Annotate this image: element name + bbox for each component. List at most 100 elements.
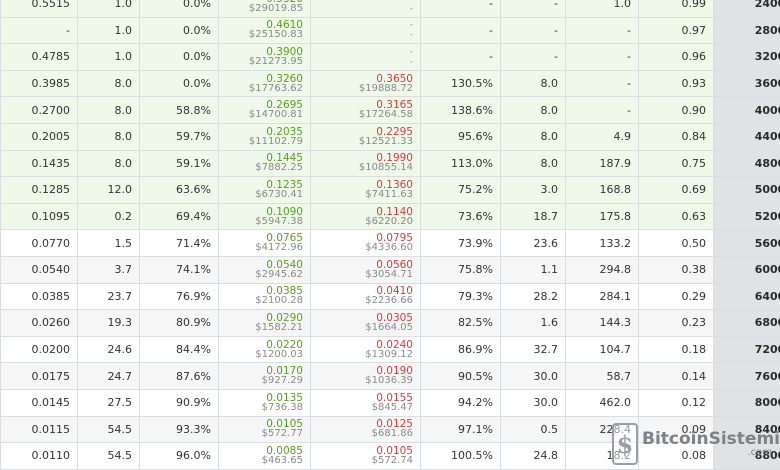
table-row[interactable]: 0.1285 12.0 63.6% 0.1235 $6730.41 0.1360 $7411… bbox=[0, 176, 780, 204]
table-row[interactable]: 0.0145 27.5 90.9% 0.0135 $736.38 0.0155 $845.4… bbox=[0, 388, 780, 417]
ask-cell[interactable]: 0.0560 $3054.71 bbox=[310, 255, 421, 284]
size-cell[interactable]: 1.0 bbox=[77, 16, 140, 45]
open-interest-cell[interactable]: 1.0 bbox=[565, 0, 639, 18]
strike-cell[interactable]: 72000 bbox=[713, 335, 780, 364]
mark-price-cell[interactable]: 0.1095 bbox=[0, 202, 78, 231]
size-cell[interactable]: 24.6 bbox=[77, 335, 140, 364]
table-row[interactable]: 0.0110 54.5 96.0% 0.0085 $463.65 0.0105 $572.7… bbox=[0, 442, 780, 470]
iv-cell[interactable]: 58.8% bbox=[139, 96, 219, 124]
size-cell[interactable]: 19.3 bbox=[77, 309, 140, 337]
mark-price-cell[interactable]: 0.2005 bbox=[0, 122, 78, 151]
open-interest-cell[interactable]: 18.2 bbox=[565, 442, 639, 470]
ask-size-cell[interactable]: 28.2 bbox=[500, 282, 566, 311]
ask-size-cell[interactable]: 8.0 bbox=[500, 149, 566, 178]
mark-price-cell[interactable]: 0.0110 bbox=[0, 442, 78, 470]
bid-cell[interactable]: 0.0220 $1200.03 bbox=[218, 335, 311, 364]
ask-iv-cell[interactable]: 113.0% bbox=[420, 149, 501, 178]
delta-cell[interactable]: 0.90 bbox=[638, 96, 714, 124]
ask-iv-cell[interactable]: 73.9% bbox=[420, 229, 501, 257]
table-row[interactable]: 0.2005 8.0 59.7% 0.2035 $11102.79 0.2295 $1252… bbox=[0, 122, 780, 151]
bid-cell[interactable]: 0.0170 $927.29 bbox=[218, 362, 311, 390]
table-row[interactable]: 0.3985 8.0 0.0% 0.3260 $17763.62 0.3650 $19888… bbox=[0, 69, 780, 98]
table-row[interactable]: 0.2700 8.0 58.8% 0.2695 $14700.81 0.3165 $1726… bbox=[0, 96, 780, 124]
ask-cell[interactable]: 0.1360 $7411.63 bbox=[310, 176, 421, 204]
ask-size-cell[interactable]: 0.5 bbox=[500, 415, 566, 444]
ask-cell[interactable]: 0.0305 $1664.05 bbox=[310, 309, 421, 337]
ask-iv-cell[interactable]: 95.6% bbox=[420, 122, 501, 151]
ask-cell[interactable]: 0.0105 $572.74 bbox=[310, 442, 421, 470]
ask-size-cell[interactable]: 23.6 bbox=[500, 229, 566, 257]
ask-size-cell[interactable]: - bbox=[500, 0, 566, 18]
mark-price-cell[interactable]: 0.1435 bbox=[0, 149, 78, 178]
ask-cell[interactable]: 0.0240 $1309.12 bbox=[310, 335, 421, 364]
ask-iv-cell[interactable]: 97.1% bbox=[420, 415, 501, 444]
mark-price-cell[interactable]: 0.0770 bbox=[0, 229, 78, 257]
ask-size-cell[interactable]: 8.0 bbox=[500, 122, 566, 151]
ask-cell[interactable]: -- bbox=[310, 0, 421, 18]
open-interest-cell[interactable]: 187.9 bbox=[565, 149, 639, 178]
iv-cell[interactable]: 0.0% bbox=[139, 43, 219, 71]
delta-cell[interactable]: 0.99 bbox=[638, 0, 714, 18]
mark-price-cell[interactable]: - bbox=[0, 16, 78, 45]
mark-price-cell[interactable]: 0.0200 bbox=[0, 335, 78, 364]
ask-cell[interactable]: 0.0190 $1036.39 bbox=[310, 362, 421, 390]
iv-cell[interactable]: 74.1% bbox=[139, 255, 219, 284]
mark-price-cell[interactable]: 0.0540 bbox=[0, 255, 78, 284]
strike-cell[interactable]: 36000 bbox=[713, 69, 780, 98]
open-interest-cell[interactable]: - bbox=[565, 96, 639, 124]
ask-iv-cell[interactable]: 94.2% bbox=[420, 388, 501, 417]
ask-size-cell[interactable]: 24.8 bbox=[500, 442, 566, 470]
ask-cell[interactable]: 0.0795 $4336.60 bbox=[310, 229, 421, 257]
iv-cell[interactable]: 90.9% bbox=[139, 388, 219, 417]
ask-iv-cell[interactable]: - bbox=[420, 0, 501, 18]
size-cell[interactable]: 3.7 bbox=[77, 255, 140, 284]
bid-cell[interactable]: 0.2035 $11102.79 bbox=[218, 122, 311, 151]
bid-cell[interactable]: 0.0105 $572.77 bbox=[218, 415, 311, 444]
bid-cell[interactable]: 0.0085 $463.65 bbox=[218, 442, 311, 470]
open-interest-cell[interactable]: 228.4 bbox=[565, 415, 639, 444]
bid-cell[interactable]: 0.5320$29019.85 bbox=[218, 0, 311, 18]
iv-cell[interactable]: 59.1% bbox=[139, 149, 219, 178]
bid-cell[interactable]: 0.4610 $25150.83 bbox=[218, 16, 311, 45]
ask-cell[interactable]: 0.1990 $10855.14 bbox=[310, 149, 421, 178]
size-cell[interactable]: 27.5 bbox=[77, 388, 140, 417]
iv-cell[interactable]: 63.6% bbox=[139, 176, 219, 204]
iv-cell[interactable]: 80.9% bbox=[139, 309, 219, 337]
ask-cell[interactable]: -- bbox=[310, 16, 421, 45]
mark-price-cell[interactable]: 0.0385 bbox=[0, 282, 78, 311]
ask-cell[interactable]: 0.0125 $681.86 bbox=[310, 415, 421, 444]
iv-cell[interactable]: 59.7% bbox=[139, 122, 219, 151]
iv-cell[interactable]: 93.3% bbox=[139, 415, 219, 444]
delta-cell[interactable]: 0.38 bbox=[638, 255, 714, 284]
ask-cell[interactable]: 0.3165 $17264.58 bbox=[310, 96, 421, 124]
table-row[interactable]: 0.0540 3.7 74.1% 0.0540 $2945.62 0.0560 $3054.… bbox=[0, 255, 780, 284]
ask-cell[interactable]: 0.2295 $12521.33 bbox=[310, 122, 421, 151]
delta-cell[interactable]: 0.09 bbox=[638, 415, 714, 444]
ask-size-cell[interactable]: 30.0 bbox=[500, 362, 566, 390]
size-cell[interactable]: 24.7 bbox=[77, 362, 140, 390]
ask-iv-cell[interactable]: 86.9% bbox=[420, 335, 501, 364]
strike-cell[interactable]: 32000 bbox=[713, 43, 780, 71]
ask-iv-cell[interactable]: 130.5% bbox=[420, 69, 501, 98]
table-row[interactable]: 0.0260 19.3 80.9% 0.0290 $1582.21 0.0305 $1664… bbox=[0, 309, 780, 337]
ask-size-cell[interactable]: 1.6 bbox=[500, 309, 566, 337]
bid-cell[interactable]: 0.3900 $21273.95 bbox=[218, 43, 311, 71]
ask-size-cell[interactable]: 30.0 bbox=[500, 388, 566, 417]
ask-size-cell[interactable]: - bbox=[500, 16, 566, 45]
mark-price-cell[interactable]: 0.5515 bbox=[0, 0, 78, 18]
delta-cell[interactable]: 0.96 bbox=[638, 43, 714, 71]
iv-cell[interactable]: 71.4% bbox=[139, 229, 219, 257]
ask-iv-cell[interactable]: 138.6% bbox=[420, 96, 501, 124]
open-interest-cell[interactable]: 462.0 bbox=[565, 388, 639, 417]
strike-cell[interactable]: 84000 bbox=[713, 415, 780, 444]
strike-cell[interactable]: 24000 bbox=[713, 0, 780, 18]
open-interest-cell[interactable]: 4.9 bbox=[565, 122, 639, 151]
ask-iv-cell[interactable]: - bbox=[420, 16, 501, 45]
ask-size-cell[interactable]: 8.0 bbox=[500, 96, 566, 124]
delta-cell[interactable]: 0.08 bbox=[638, 442, 714, 470]
mark-price-cell[interactable]: 0.3985 bbox=[0, 69, 78, 98]
ask-cell[interactable]: 0.1140 $6220.20 bbox=[310, 202, 421, 231]
table-row[interactable]: 0.0200 24.6 84.4% 0.0220 $1200.03 0.0240 $1309… bbox=[0, 335, 780, 364]
table-row[interactable]: 0.0770 1.5 71.4% 0.0765 $4172.96 0.0795 $4336.… bbox=[0, 229, 780, 257]
size-cell[interactable]: 23.7 bbox=[77, 282, 140, 311]
